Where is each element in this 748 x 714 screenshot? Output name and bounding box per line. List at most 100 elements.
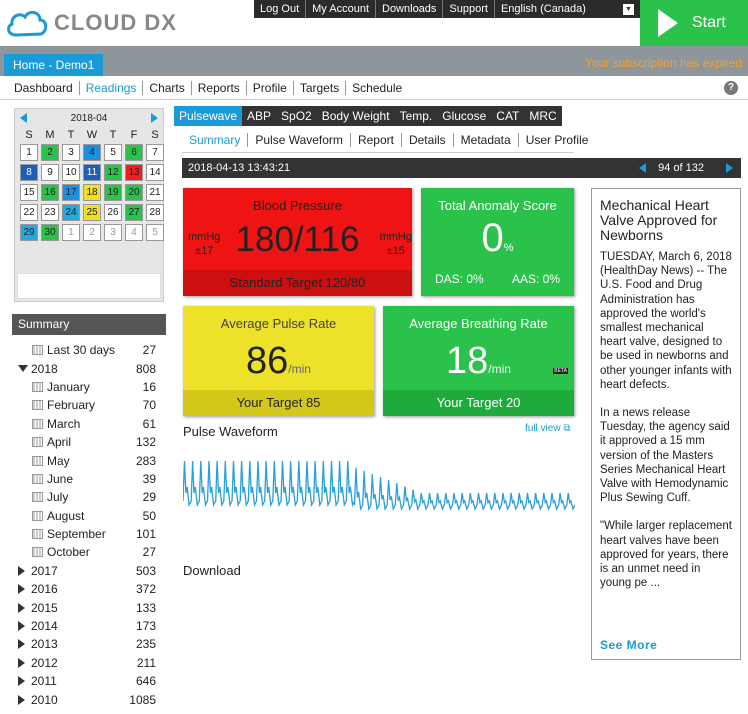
calendar-day[interactable]: 19 [104,184,122,201]
calendar-day[interactable]: 1 [62,224,80,241]
calendar-day[interactable]: 11 [83,164,101,181]
nav-dashboard[interactable]: Dashboard [8,80,80,95]
summary-row[interactable]: August 50 [16,507,156,525]
tab-user-profile[interactable]: User Profile [525,133,589,147]
calendar-day[interactable]: 30 [41,224,59,241]
calendar-day[interactable]: 13 [125,164,143,181]
collapsed-icon[interactable] [18,565,25,576]
calendar-day[interactable]: 17 [62,184,80,201]
calendar-day[interactable]: 26 [104,204,122,221]
calendar-day[interactable]: 24 [62,204,80,221]
calendar-day[interactable]: 14 [146,164,164,181]
calendar-day[interactable]: 23 [41,204,59,221]
collapsed-icon[interactable] [18,657,25,668]
tab-abp[interactable]: ABP [247,109,272,123]
nav-reports[interactable]: Reports [192,80,247,95]
calendar-day[interactable]: 4 [125,224,143,241]
full-view-link[interactable]: full view ⧉ [525,423,571,434]
collapsed-icon[interactable] [18,676,25,687]
collapsed-icon[interactable] [18,584,25,595]
tab-mrc[interactable]: MRC [529,109,557,123]
nav-schedule[interactable]: Schedule [352,80,403,95]
my-account-link[interactable]: My Account [306,0,376,18]
calendar-day[interactable]: 3 [62,144,80,161]
collapsed-icon[interactable] [18,694,25,705]
summary-row[interactable]: October 27 [16,543,156,561]
tab-metadata[interactable]: Metadata [454,133,519,147]
summary-row[interactable]: January 16 [16,378,156,396]
nav-profile[interactable]: Profile [247,80,294,95]
calendar-day[interactable]: 9 [41,164,59,181]
summary-row[interactable]: 2012 211 [16,654,156,672]
tab-temp[interactable]: Temp. [399,109,433,123]
calendar-day[interactable]: 21 [146,184,164,201]
calendar-day[interactable]: 1 [20,144,38,161]
start-button[interactable]: Start [640,0,748,46]
calendar-day[interactable]: 27 [125,204,143,221]
tab-spo2[interactable]: SpO2 [281,109,312,123]
collapsed-icon[interactable] [18,621,25,632]
support-link[interactable]: Support [443,0,495,18]
calendar-day[interactable]: 5 [146,224,164,241]
calendar-day[interactable]: 20 [125,184,143,201]
nav-charts[interactable]: Charts [143,80,192,95]
help-icon[interactable]: ? [724,81,738,95]
logo[interactable]: CLOUD DX [4,6,177,40]
summary-row[interactable]: 2013 235 [16,635,156,653]
summary-row[interactable]: 2018 808 [16,359,156,377]
calendar-day[interactable]: 2 [41,144,59,161]
summary-row[interactable]: March 61 [16,415,156,433]
nav-readings[interactable]: Readings [80,80,144,95]
calendar-day[interactable]: 8 [20,164,38,181]
summary-row[interactable]: 2015 133 [16,598,156,616]
summary-row[interactable]: Last 30 days 27 [16,341,156,359]
subscription-notice[interactable]: Your subscription has expired [585,56,742,70]
summary-row[interactable]: May 283 [16,451,156,469]
summary-row[interactable]: April 132 [16,433,156,451]
next-month-icon[interactable] [150,113,158,123]
calendar-day[interactable]: 25 [83,204,101,221]
calendar-day[interactable]: 16 [41,184,59,201]
downloads-link[interactable]: Downloads [376,0,444,18]
calendar-day[interactable]: 22 [20,204,38,221]
tab-body-weight[interactable]: Body Weight [321,109,390,123]
calendar-day[interactable]: 6 [125,144,143,161]
collapsed-icon[interactable] [18,602,25,613]
tab-report[interactable]: Report [351,133,402,147]
summary-row[interactable]: February 70 [16,396,156,414]
download-link[interactable]: Download [183,563,241,578]
tab-pulse-waveform[interactable]: Pulse Waveform [248,133,351,147]
tab-pulsewave[interactable]: Pulsewave [174,106,243,126]
language-select[interactable]: English (Canada) ▼ [495,3,640,15]
prev-reading-icon[interactable] [639,163,647,173]
tab-cat[interactable]: CAT [496,109,520,123]
summary-row[interactable]: 2016 372 [16,580,156,598]
calendar-day[interactable]: 12 [104,164,122,181]
summary-row[interactable]: September 101 [16,525,156,543]
calendar-day[interactable]: 7 [146,144,164,161]
see-more-link[interactable]: See More [600,638,658,652]
logout-link[interactable]: Log Out [254,0,307,18]
summary-row[interactable]: July 29 [16,488,156,506]
summary-row[interactable]: 2011 646 [16,672,156,690]
next-reading-icon[interactable] [726,163,733,173]
prev-month-icon[interactable] [20,113,27,123]
calendar-day[interactable]: 18 [83,184,101,201]
tab-summary[interactable]: Summary [182,133,249,147]
tab-glucose[interactable]: Glucose [442,109,487,123]
nav-targets[interactable]: Targets [294,80,347,95]
expanded-icon[interactable] [18,365,28,373]
tab-details[interactable]: Details [402,133,454,147]
calendar-day[interactable]: 10 [62,164,80,181]
summary-row[interactable]: 2017 503 [16,562,156,580]
calendar-day[interactable]: 4 [83,144,101,161]
calendar-day[interactable]: 3 [104,224,122,241]
calendar-day[interactable]: 5 [104,144,122,161]
summary-row[interactable]: 2010 1085 [16,690,156,708]
calendar-day[interactable]: 15 [20,184,38,201]
calendar-day[interactable]: 29 [20,224,38,241]
calendar-day[interactable]: 28 [146,204,164,221]
summary-row[interactable]: June 39 [16,470,156,488]
summary-row[interactable]: 2014 173 [16,617,156,635]
home-tab[interactable]: Home - Demo1 [4,54,104,76]
